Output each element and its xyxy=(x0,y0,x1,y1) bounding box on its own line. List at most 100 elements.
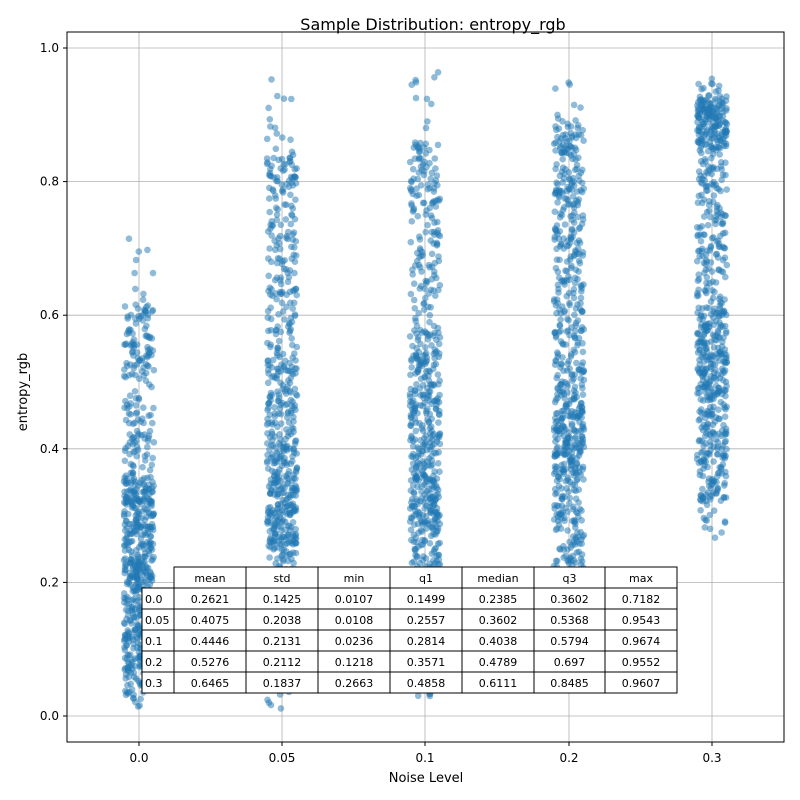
data-point xyxy=(276,431,283,438)
data-point xyxy=(288,202,295,210)
data-point xyxy=(415,191,423,199)
data-point xyxy=(273,216,281,224)
data-point xyxy=(146,466,154,474)
data-point xyxy=(129,658,136,666)
data-point xyxy=(576,224,584,231)
data-point xyxy=(268,258,275,266)
table-header-label: q3 xyxy=(563,572,577,585)
data-point xyxy=(423,357,431,364)
data-point xyxy=(420,171,428,179)
y-axis-label: entropy_rgb xyxy=(16,353,31,431)
data-point xyxy=(266,195,273,202)
data-point xyxy=(422,228,430,236)
data-point xyxy=(147,539,155,546)
data-point xyxy=(407,385,415,393)
data-point xyxy=(408,432,415,440)
data-point xyxy=(143,513,150,521)
data-point xyxy=(288,148,296,156)
data-point xyxy=(700,115,707,123)
table-cell-value: 0.9552 xyxy=(622,656,661,669)
data-point xyxy=(144,246,151,254)
data-point xyxy=(126,392,134,400)
table-cell-value: 0.697 xyxy=(554,656,586,669)
data-point xyxy=(434,371,442,378)
table-row-label: 0.05 xyxy=(145,614,170,627)
data-point xyxy=(561,281,568,288)
data-point xyxy=(124,510,132,518)
data-point xyxy=(708,180,716,188)
data-point xyxy=(575,177,583,184)
data-point xyxy=(267,123,274,130)
data-point xyxy=(721,518,729,525)
table-cell-value: 0.4789 xyxy=(479,656,518,669)
data-point xyxy=(146,427,154,435)
data-point xyxy=(708,75,716,83)
data-point xyxy=(430,430,438,438)
data-point xyxy=(287,501,294,509)
data-point xyxy=(148,461,156,469)
data-point xyxy=(120,619,128,627)
data-point xyxy=(574,529,581,536)
chart-title: Sample Distribution: entropy_rgb xyxy=(300,15,565,35)
data-point xyxy=(278,485,285,493)
data-point xyxy=(424,118,431,125)
data-point xyxy=(694,199,702,206)
data-point xyxy=(552,358,560,365)
data-point xyxy=(433,240,441,248)
data-point xyxy=(143,354,151,361)
data-point xyxy=(696,224,704,232)
data-point xyxy=(571,383,579,391)
data-point xyxy=(577,375,584,382)
data-point xyxy=(566,301,573,309)
data-point xyxy=(567,253,575,260)
data-point xyxy=(290,229,298,236)
data-point xyxy=(432,165,439,172)
table-cell-value: 0.2385 xyxy=(479,593,518,606)
data-point xyxy=(695,330,702,338)
data-point xyxy=(723,120,731,128)
data-point xyxy=(263,135,271,143)
data-point xyxy=(292,437,300,444)
data-point xyxy=(552,123,559,130)
data-point xyxy=(565,488,572,496)
data-point xyxy=(149,269,157,277)
data-point xyxy=(425,372,432,380)
table-cell-value: 0.2557 xyxy=(407,614,446,627)
table-header-label: q1 xyxy=(419,572,433,585)
data-point xyxy=(412,419,420,426)
data-point xyxy=(288,335,296,342)
data-point xyxy=(562,267,569,274)
data-point xyxy=(711,373,718,381)
data-point xyxy=(127,479,135,487)
data-point xyxy=(147,574,154,581)
data-point xyxy=(696,361,703,368)
data-point xyxy=(292,504,300,511)
data-point xyxy=(278,477,285,485)
data-point xyxy=(271,192,279,199)
data-point xyxy=(268,76,275,83)
table-header-label: min xyxy=(344,572,365,585)
data-point xyxy=(716,122,723,129)
data-point xyxy=(288,211,295,218)
data-point xyxy=(425,521,432,528)
data-point xyxy=(707,259,715,266)
data-point xyxy=(433,552,441,560)
data-point xyxy=(712,366,719,374)
data-point xyxy=(408,218,416,225)
data-point xyxy=(426,318,433,326)
data-point xyxy=(125,632,132,639)
data-point xyxy=(568,444,576,451)
data-point xyxy=(433,348,440,355)
data-point xyxy=(268,232,275,239)
table-cell-value: 0.4858 xyxy=(407,677,446,690)
data-point xyxy=(578,407,586,415)
data-point xyxy=(693,257,701,265)
data-point xyxy=(697,237,705,245)
table-cell-value: 0.2038 xyxy=(263,614,302,627)
data-point xyxy=(429,493,436,501)
data-point xyxy=(580,137,587,144)
data-point xyxy=(284,235,292,243)
data-point xyxy=(120,372,128,380)
data-point xyxy=(135,583,142,591)
data-point xyxy=(267,543,274,551)
